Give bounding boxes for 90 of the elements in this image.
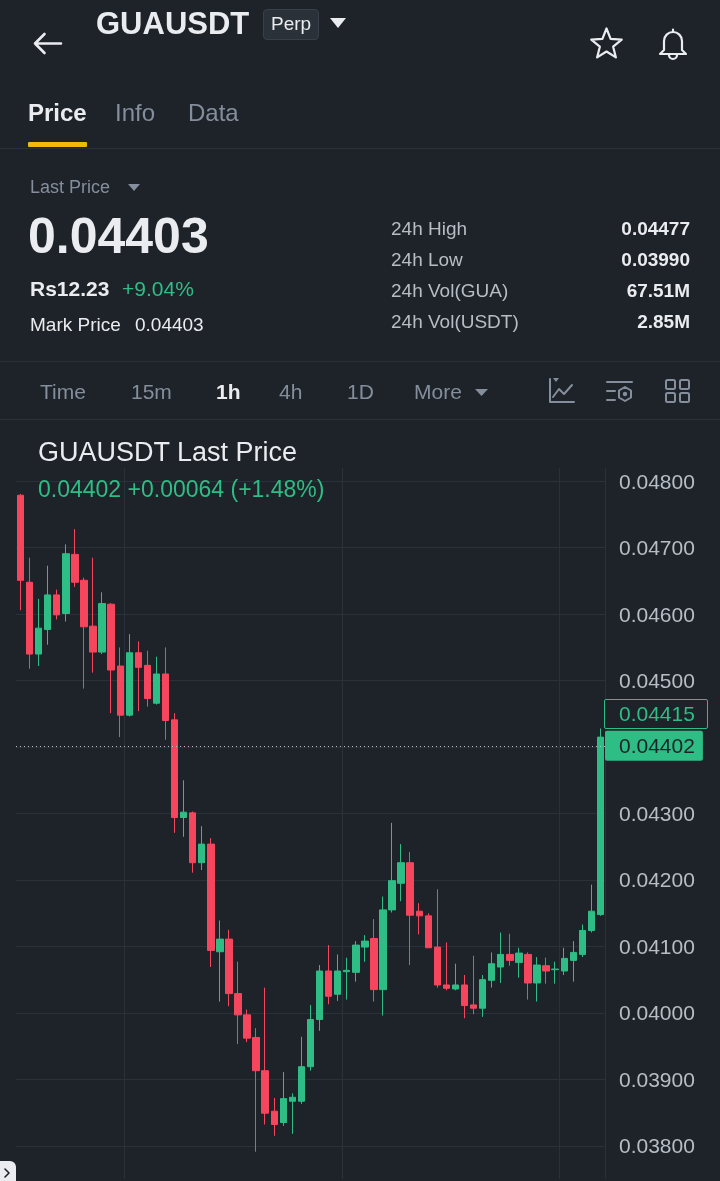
text: Last Price bbox=[30, 177, 111, 199]
candlestick bbox=[135, 640, 142, 712]
text: More bbox=[414, 379, 462, 405]
candlestick bbox=[289, 1092, 296, 1135]
candlestick bbox=[189, 811, 196, 874]
text: 0.03990 bbox=[621, 248, 690, 272]
candlestick bbox=[180, 779, 187, 838]
text: 2.85M bbox=[637, 310, 690, 334]
candlestick bbox=[107, 602, 115, 714]
candlestick bbox=[570, 940, 577, 983]
candlestick bbox=[98, 591, 106, 655]
candlestick bbox=[515, 947, 523, 979]
y-tick-label: 0.04100 bbox=[619, 934, 695, 958]
text: GUAUSDT bbox=[96, 5, 250, 43]
candlestick bbox=[542, 957, 550, 985]
candlestick bbox=[452, 963, 459, 991]
candlestick bbox=[298, 1036, 305, 1105]
candlestick bbox=[207, 837, 215, 968]
y-tick-label: 0.04500 bbox=[619, 669, 695, 693]
candlestick bbox=[334, 953, 341, 1002]
candlestick bbox=[533, 956, 541, 1003]
text: 67.51M bbox=[626, 279, 690, 303]
candlestick bbox=[126, 633, 133, 718]
candlestick bbox=[551, 961, 559, 985]
text: Perp bbox=[271, 12, 312, 36]
text: Data bbox=[188, 98, 239, 128]
text: Time bbox=[40, 379, 86, 405]
candlestick bbox=[524, 951, 532, 1001]
candlestick bbox=[343, 957, 350, 1001]
text: 0.04403 bbox=[28, 207, 209, 266]
candlestick bbox=[588, 884, 595, 933]
candlestick bbox=[153, 656, 160, 706]
candlestick bbox=[316, 964, 323, 1032]
candlestick bbox=[271, 1097, 278, 1137]
y-tick-label: 0.04300 bbox=[619, 802, 695, 826]
text: Rs12.23 bbox=[30, 276, 110, 302]
candlestick bbox=[470, 955, 477, 1015]
text: Info bbox=[115, 98, 156, 128]
candlestick bbox=[325, 944, 332, 1005]
text: +9.04% bbox=[122, 276, 194, 302]
candlestick bbox=[479, 974, 486, 1018]
text: 1D bbox=[347, 379, 374, 405]
candlestick bbox=[307, 1004, 314, 1072]
candlestick bbox=[198, 825, 205, 871]
candlestick bbox=[579, 924, 586, 958]
chart-subtitle: 0.04402 +0.00064 (+1.48%) bbox=[38, 475, 325, 502]
text: 0.04477 bbox=[621, 217, 690, 241]
candlestick bbox=[497, 931, 504, 984]
text: 24h High bbox=[391, 217, 468, 241]
candlestick bbox=[44, 565, 51, 646]
candlestick bbox=[171, 712, 178, 834]
text: Price bbox=[28, 98, 87, 128]
text: 24h Low bbox=[391, 248, 463, 272]
candlestick bbox=[416, 902, 423, 935]
candlestick bbox=[443, 941, 450, 991]
text: 4h bbox=[279, 379, 303, 405]
y-tick-label: 0.04600 bbox=[619, 602, 695, 626]
text: 0.04403 bbox=[135, 313, 204, 337]
text: 1h bbox=[216, 379, 241, 405]
candlestick bbox=[370, 918, 378, 1003]
candlestick bbox=[26, 557, 33, 670]
chart-title: GUAUSDT Last Price bbox=[38, 436, 298, 467]
candlestick bbox=[488, 951, 495, 989]
candlestick bbox=[35, 598, 42, 667]
text: 24h Vol(USDT) bbox=[391, 310, 519, 334]
candlestick bbox=[62, 543, 70, 622]
candlestick bbox=[425, 912, 432, 949]
candlestick bbox=[144, 650, 151, 708]
candlestick bbox=[280, 1071, 287, 1127]
y-tick-label: 0.04800 bbox=[619, 469, 695, 493]
candlestick bbox=[506, 933, 514, 967]
candlestick bbox=[434, 888, 441, 989]
candlestick bbox=[117, 646, 124, 738]
ref-line-label: 0.04402 bbox=[619, 734, 695, 758]
candlestick bbox=[561, 947, 568, 976]
text: Mark Price bbox=[30, 313, 121, 337]
y-tick-label: 0.03900 bbox=[619, 1067, 695, 1091]
y-tick-label: 0.04000 bbox=[619, 1001, 695, 1025]
candlestick bbox=[461, 974, 468, 1019]
candlestick bbox=[162, 646, 169, 741]
text: 0.04415 bbox=[604, 699, 708, 729]
y-tick-label: 0.03800 bbox=[619, 1134, 695, 1158]
candlestick bbox=[53, 589, 60, 620]
text: 15m bbox=[131, 379, 172, 405]
candlestick bbox=[216, 920, 224, 1003]
candlestick bbox=[17, 493, 24, 611]
candlestick bbox=[406, 851, 414, 966]
text: 24h Vol(GUA) bbox=[391, 279, 509, 303]
y-tick-label: 0.04700 bbox=[619, 536, 695, 560]
y-tick-label: 0.04200 bbox=[619, 868, 695, 892]
